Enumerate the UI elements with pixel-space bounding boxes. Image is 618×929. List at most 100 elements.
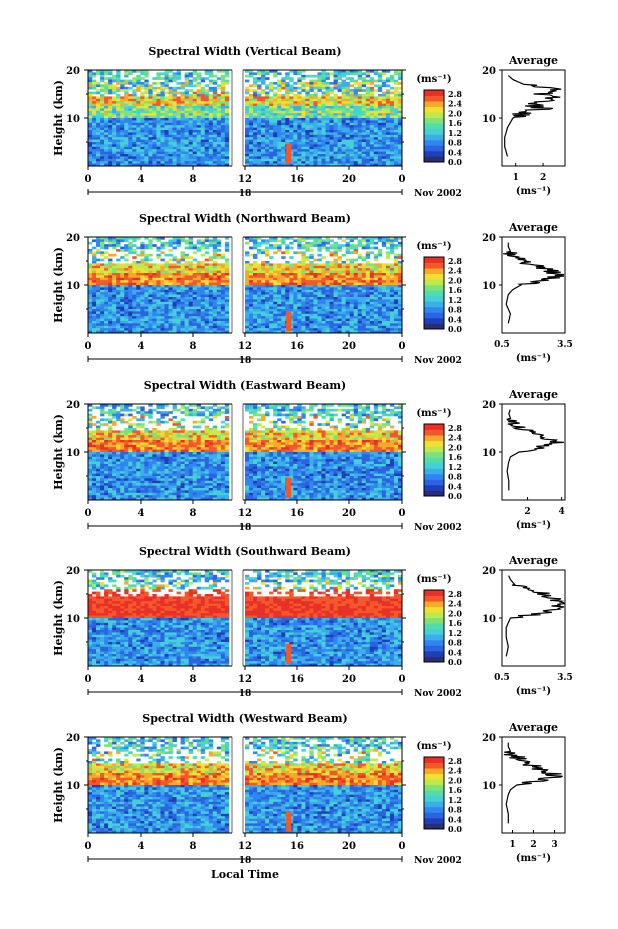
heatmap-cell	[353, 82, 359, 85]
heatmap-cell	[204, 101, 210, 104]
heatmap-cell	[100, 113, 105, 116]
heatmap-cell	[365, 301, 371, 305]
heatmap-cell	[124, 280, 129, 283]
heatmap-cell	[325, 134, 330, 138]
heatmap-cell	[124, 125, 129, 128]
heatmap-cell	[289, 110, 294, 114]
heatmap-cell	[172, 120, 177, 124]
heatmap-cell	[265, 139, 270, 143]
heatmap-cell	[196, 282, 202, 286]
heatmap-cell	[341, 285, 346, 288]
heatmap-cell	[253, 306, 258, 310]
heatmap-cell	[140, 82, 145, 85]
heatmap-cell	[88, 77, 93, 80]
heatmap-cell	[357, 74, 363, 78]
heatmap-cell	[224, 299, 230, 303]
heatmap-cell	[200, 137, 206, 140]
heatmap-cell	[212, 108, 218, 112]
heatmap-cell	[337, 146, 342, 150]
heatmap-cell	[333, 79, 338, 83]
heatmap-cell	[301, 74, 306, 78]
heatmap-cell	[357, 139, 363, 143]
heatmap-cell	[253, 108, 258, 112]
heatmap-cell	[285, 292, 290, 295]
heatmap-cell	[108, 299, 113, 303]
heatmap-cell	[373, 258, 379, 262]
heatmap-cell	[273, 137, 278, 140]
heatmap-cell	[164, 158, 169, 162]
heatmap-cell	[196, 137, 202, 140]
heatmap-cell	[180, 280, 185, 283]
heatmap-cell	[285, 294, 290, 298]
heatmap-cell	[297, 316, 302, 319]
heatmap-cell	[168, 249, 173, 252]
heatmap-cell	[397, 292, 403, 295]
heatmap-cell	[337, 301, 342, 305]
colorbar-tick-label: 2.0	[448, 108, 462, 118]
heatmap-cell	[389, 161, 395, 164]
heatmap-cell	[329, 270, 334, 274]
heatmap-cell	[381, 287, 387, 291]
heatmap-cell	[285, 287, 290, 291]
heatmap-cell	[329, 306, 334, 310]
heatmap-cell	[325, 154, 330, 157]
heatmap-cell	[261, 294, 266, 298]
heatmap-cell	[349, 101, 354, 104]
heatmap-cell	[389, 316, 395, 319]
heatmap-cell	[313, 82, 318, 85]
heatmap-cell	[389, 294, 395, 298]
heatmap-cell	[261, 270, 266, 274]
heatmap-cell	[301, 311, 306, 315]
heatmap-cell	[397, 91, 403, 95]
heatmap-cell	[192, 158, 197, 162]
heatmap-cell	[212, 263, 218, 267]
heatmap-cell	[88, 70, 93, 73]
heatmap-cell	[301, 299, 306, 303]
heatmap-cell	[192, 103, 197, 107]
heatmap-cell	[277, 306, 282, 310]
heatmap-cell	[329, 154, 334, 157]
heatmap-cell	[265, 273, 270, 276]
heatmap-cell	[345, 101, 350, 104]
heatmap-cell	[124, 318, 129, 322]
heatmap-cell	[112, 163, 117, 167]
heatmap-cell	[293, 273, 298, 276]
heatmap-cell	[116, 309, 121, 312]
heatmap-cell	[369, 70, 375, 73]
heatmap-cell	[164, 244, 169, 247]
heatmap-cell	[180, 142, 185, 145]
heatmap-cell	[309, 277, 314, 281]
heatmap-cell	[377, 72, 383, 76]
heatmap-cell	[192, 118, 197, 121]
heatmap-cell	[192, 125, 197, 128]
heatmap-cell	[108, 297, 113, 300]
heatmap-cell	[120, 318, 125, 322]
heatmap-cell	[144, 263, 149, 267]
heatmap-cell	[172, 277, 177, 281]
heatmap-cell	[100, 304, 105, 307]
heatmap-cell	[152, 280, 157, 283]
heatmap-cell	[389, 270, 395, 274]
heatmap-cell	[245, 275, 250, 279]
heatmap-cell	[393, 299, 399, 303]
heatmap-cell	[132, 127, 137, 131]
heatmap-cell	[224, 249, 230, 252]
heatmap-cell	[152, 265, 157, 269]
heatmap-cell	[373, 161, 379, 164]
heatmap-cell	[176, 103, 181, 107]
heatmap-cell	[257, 96, 262, 100]
heatmap-cell	[128, 309, 133, 312]
heatmap-cell	[100, 163, 105, 167]
heatmap-cell	[265, 261, 270, 264]
heatmap-cell	[116, 306, 121, 310]
heatmap-cell	[156, 285, 161, 288]
heatmap-cell	[393, 108, 399, 112]
heatmap-cell	[116, 82, 121, 85]
heatmap-cell	[100, 94, 105, 97]
heatmap-cell	[184, 263, 189, 267]
heatmap-cell	[216, 163, 222, 167]
heatmap-cell	[377, 253, 383, 257]
heatmap-cell	[397, 96, 403, 100]
heatmap-cell	[393, 101, 399, 104]
heatmap-cell	[269, 273, 274, 276]
